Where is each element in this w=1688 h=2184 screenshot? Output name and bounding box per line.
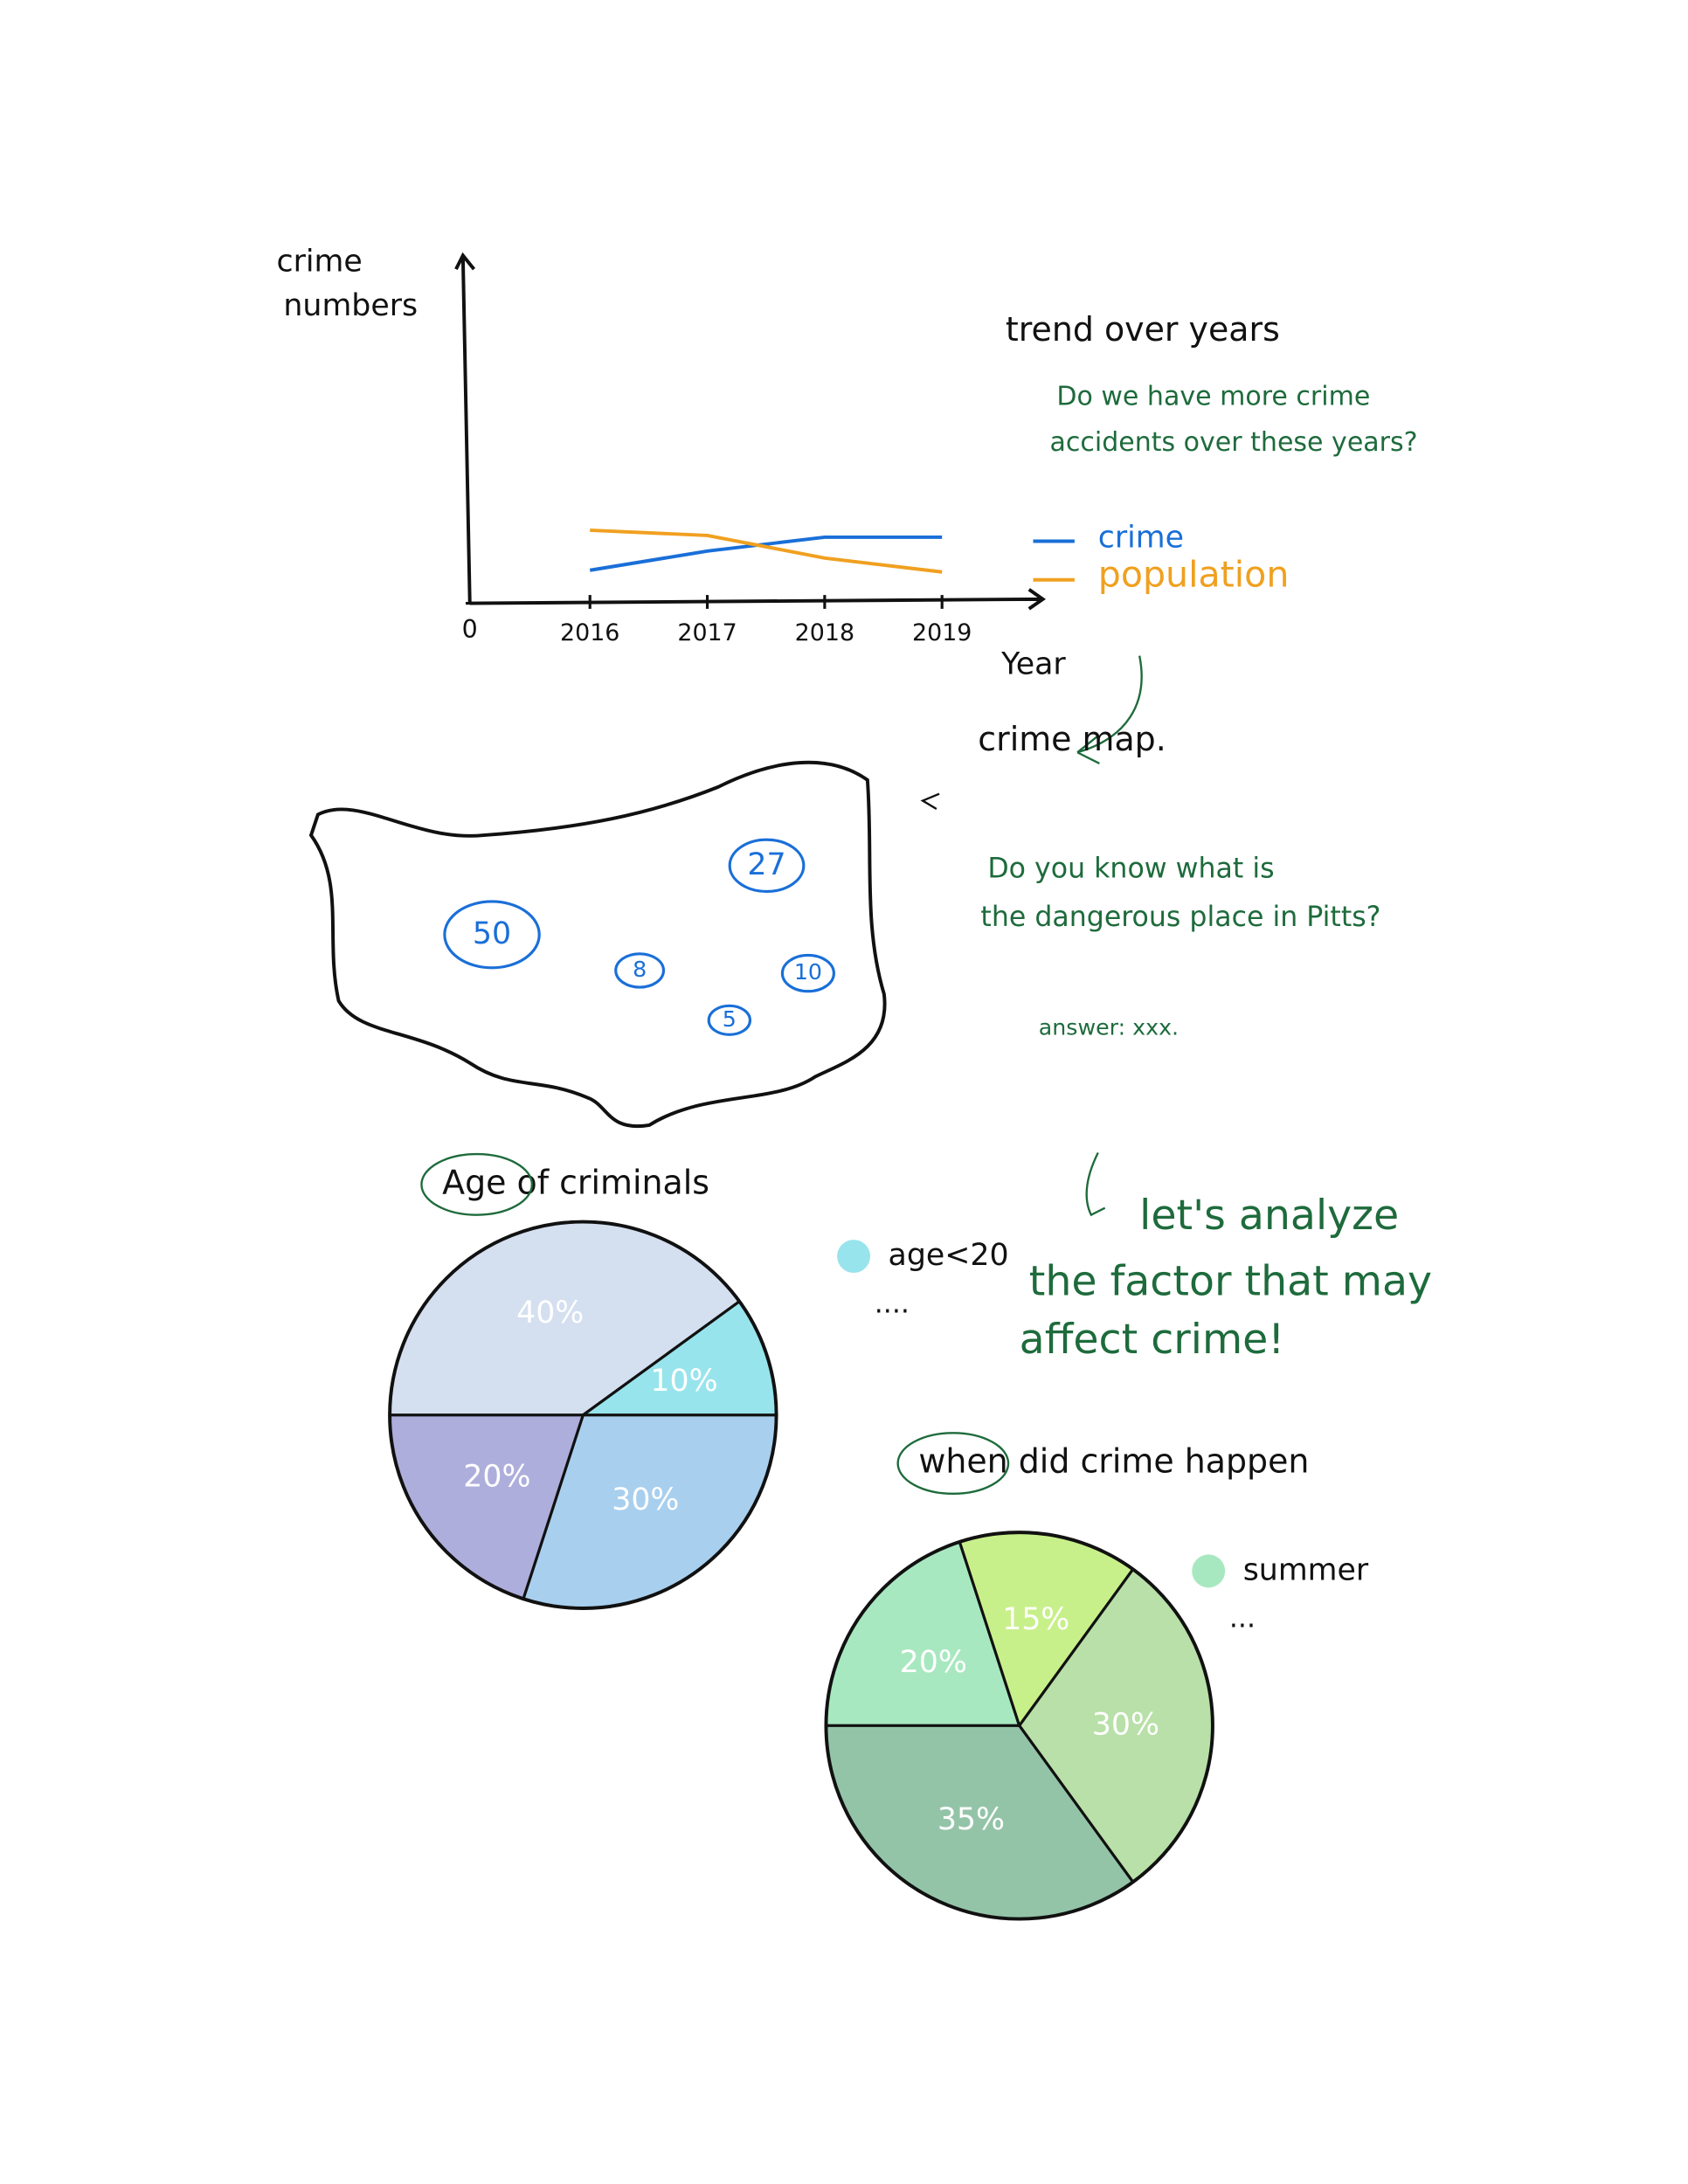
chart-subtitle: accidents over these years? (1049, 427, 1417, 458)
map-value: 8 (633, 957, 647, 982)
value-label: 20% (463, 1459, 530, 1494)
legend-label: population (1098, 554, 1290, 596)
value-label: 35% (937, 1802, 1005, 1837)
y-axis-label: numbers (283, 288, 418, 323)
legend-more: ... (1229, 1603, 1256, 1635)
x-tick-label: 2016 (560, 619, 619, 646)
map-title: crime map. (978, 720, 1166, 758)
note: the factor that may (1029, 1258, 1432, 1306)
chart-title: trend over years (1006, 310, 1280, 349)
map-bubble (728, 838, 806, 894)
x-tick-label: 2019 (912, 619, 972, 646)
value-label: 40% (516, 1296, 584, 1330)
map-answer: answer: xxx. (1039, 1014, 1179, 1040)
chart-subtitle: Do we have more crime (1056, 382, 1370, 412)
title-circle (896, 1432, 1010, 1496)
arrow (1076, 655, 1143, 764)
legend-more: .... (875, 1288, 910, 1319)
line-series (590, 528, 943, 574)
chart-title: Age of criminals (442, 1163, 709, 1201)
map-value: 5 (723, 1006, 737, 1032)
axis (454, 252, 1047, 611)
map-bubble (443, 900, 541, 970)
arrow (1085, 1152, 1106, 1217)
value-label: 30% (612, 1482, 679, 1517)
value-label: 15% (1002, 1602, 1069, 1637)
title-circle (420, 1152, 534, 1216)
note: let's analyze (1139, 1192, 1399, 1240)
x-axis-label: Year (1000, 647, 1066, 682)
map-question: Do you know what is (987, 854, 1274, 885)
pie-outline (388, 1220, 778, 1610)
arrow (920, 792, 940, 811)
note: affect crime! (1020, 1316, 1285, 1364)
legend-dot (1192, 1554, 1226, 1588)
legend-label: summer (1243, 1552, 1369, 1587)
y-axis-label: crime (277, 244, 363, 279)
x-tick-label: 2018 (795, 619, 854, 646)
chart-title: when did crime happen (918, 1442, 1309, 1481)
value-label: 30% (1092, 1707, 1159, 1742)
map-bubble (707, 1004, 752, 1036)
map-value: 27 (747, 847, 785, 882)
legend-label: age<20 (889, 1238, 1009, 1273)
legend-label: crime (1098, 520, 1184, 555)
pie-outline (824, 1531, 1214, 1921)
value-label: 10% (650, 1364, 717, 1399)
map-value: 50 (473, 916, 511, 951)
map-value: 10 (794, 959, 822, 985)
x-tick-label: 2017 (677, 619, 737, 646)
line-series (589, 535, 943, 572)
map-bubble (780, 953, 835, 993)
legend-dot (837, 1240, 871, 1274)
value-label: 20% (900, 1645, 967, 1680)
y-tick-label: 0 (462, 615, 478, 644)
map-outline (308, 760, 887, 1129)
map-question: the dangerous place in Pitts? (980, 902, 1380, 933)
map-bubble (614, 952, 666, 989)
